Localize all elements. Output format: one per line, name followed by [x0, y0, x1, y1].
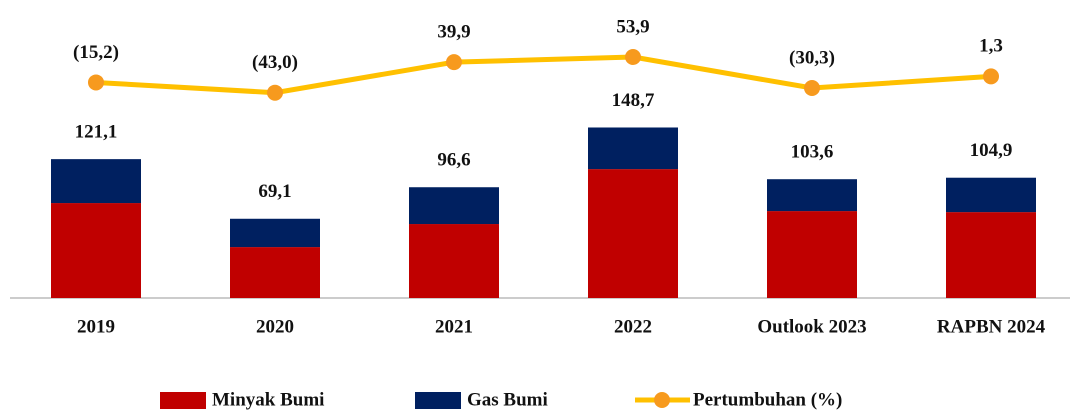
line-point — [267, 84, 283, 101]
line-label: (15,2) — [73, 42, 119, 63]
line-point — [446, 54, 462, 71]
legend-swatch — [415, 392, 461, 409]
bar-segment — [409, 224, 499, 298]
line-point — [804, 80, 820, 97]
line-label: (43,0) — [252, 52, 298, 73]
total-label: 103,6 — [791, 142, 834, 163]
legend-label: Gas Bumi — [467, 389, 548, 410]
bar-segment — [588, 127, 678, 170]
line-label: (30,3) — [789, 47, 835, 68]
bar-segment — [767, 179, 857, 212]
x-tick-label: 2021 — [435, 316, 473, 337]
line-point — [625, 48, 641, 65]
total-label: 104,9 — [970, 140, 1013, 161]
x-tick-label: 2019 — [77, 316, 115, 337]
x-tick-label: 2022 — [614, 316, 652, 337]
bar-segment — [767, 211, 857, 298]
bar-segment — [230, 247, 320, 298]
total-label: 121,1 — [75, 121, 118, 142]
line-label: 1,3 — [979, 36, 1003, 57]
bar-segment — [588, 169, 678, 298]
legend-label: Pertumbuhan (%) — [693, 389, 842, 410]
bar-segment — [230, 218, 320, 248]
bar-segment — [946, 177, 1036, 213]
bar-segment — [946, 212, 1036, 298]
bar-segment — [409, 187, 499, 225]
legend-marker — [654, 392, 670, 408]
total-label: 69,1 — [258, 181, 291, 202]
total-label: 96,6 — [437, 150, 470, 171]
line — [95, 54, 992, 96]
legend-swatch — [160, 392, 206, 409]
x-tick-label: 2020 — [256, 316, 294, 337]
x-tick-label: RAPBN 2024 — [937, 316, 1046, 337]
line-point — [88, 74, 104, 91]
bar-segment — [51, 159, 141, 204]
line-label: 39,9 — [437, 22, 470, 43]
line-label: 53,9 — [616, 16, 649, 37]
bar-segment — [51, 203, 141, 298]
line-point — [983, 68, 999, 85]
total-label: 148,7 — [612, 90, 655, 111]
x-tick-label: Outlook 2023 — [757, 316, 866, 337]
legend-label: Minyak Bumi — [212, 389, 324, 410]
